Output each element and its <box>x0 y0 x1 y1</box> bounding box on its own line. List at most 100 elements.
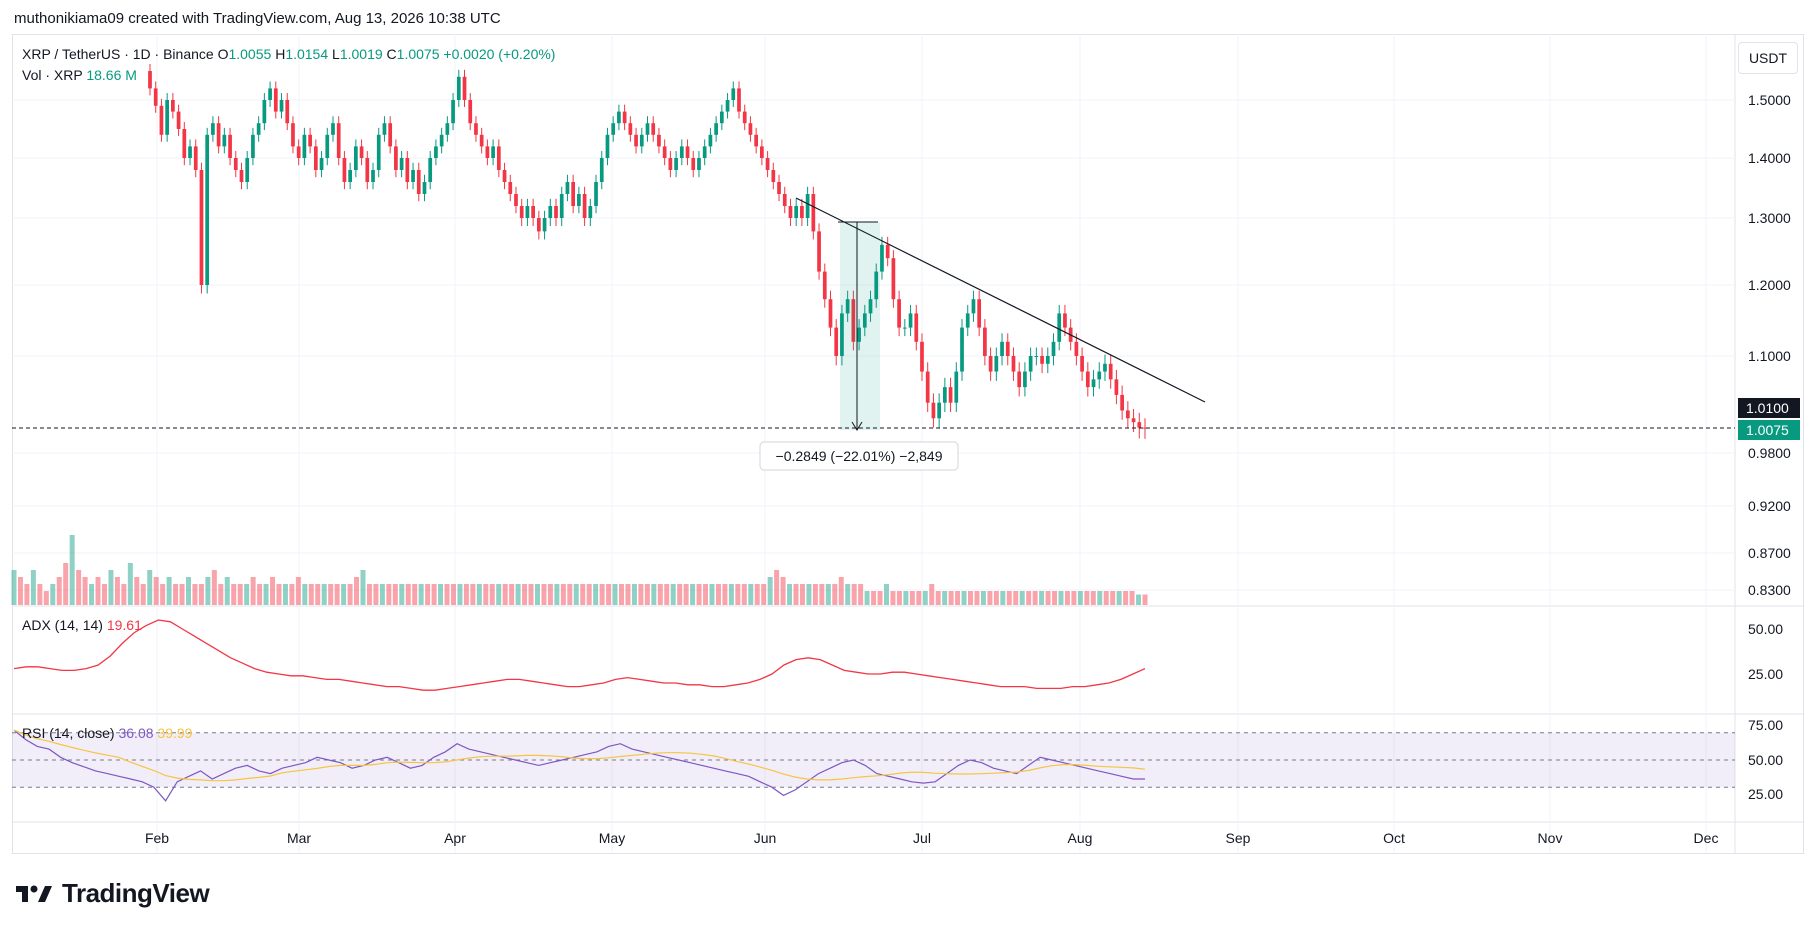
candle-body <box>451 100 455 124</box>
candle-body <box>502 170 507 182</box>
candle-body <box>605 134 610 158</box>
candle-body <box>262 100 267 124</box>
candle-body <box>485 146 490 158</box>
candle-body <box>874 271 879 300</box>
volume-bar <box>741 584 747 605</box>
volume-bar <box>1032 591 1038 605</box>
volume-bar <box>812 584 818 605</box>
volume-bar <box>1123 591 1129 605</box>
candle-body <box>662 146 667 158</box>
volume-bar <box>515 584 521 605</box>
volume-bar <box>903 591 909 605</box>
volume-label[interactable]: Vol · XRP <box>22 67 83 83</box>
symbol-label[interactable]: XRP / TetherUS · 1D · Binance <box>22 46 214 62</box>
volume-bar <box>877 591 883 605</box>
candle-body <box>828 299 833 328</box>
measure-label: −0.2849 (−22.01%) −2,849 <box>776 448 943 464</box>
x-tick-label: May <box>599 830 625 846</box>
volume-bar <box>185 577 191 605</box>
volume-bar <box>373 584 379 605</box>
candle-body <box>577 194 581 206</box>
candle-body <box>834 327 839 356</box>
volume-bar <box>631 584 637 605</box>
volume-bar <box>166 577 172 605</box>
price-tick-label: 1.4000 <box>1748 150 1791 166</box>
price-tick-label: 0.8300 <box>1748 582 1791 598</box>
candle-body <box>548 206 553 218</box>
candle-body <box>359 146 364 158</box>
candle-body <box>456 76 461 100</box>
candle-body <box>702 146 707 158</box>
x-tick-label: Oct <box>1383 830 1405 846</box>
volume-bar <box>825 584 831 605</box>
volume-bar <box>858 584 864 605</box>
x-tick-label: Dec <box>1694 830 1719 846</box>
candle-body <box>685 146 690 158</box>
candle-body <box>737 88 741 112</box>
volume-bar <box>121 584 127 605</box>
candle-body <box>313 146 318 170</box>
volume-bar <box>1026 591 1032 605</box>
low-label: L <box>332 46 340 62</box>
rsi-label[interactable]: RSI (14, close) <box>22 725 115 741</box>
descending-trendline[interactable] <box>795 197 1206 403</box>
last-price-label: 1.0075 <box>1746 422 1789 438</box>
candle-body <box>697 158 701 170</box>
volume-bar <box>450 584 456 605</box>
candle-body <box>994 356 999 372</box>
volume-bar <box>321 584 327 605</box>
x-tick-label: Jul <box>913 830 931 846</box>
volume-bar <box>1136 594 1142 605</box>
candle-body <box>1051 341 1056 356</box>
volume-bar <box>483 584 489 605</box>
candle-body <box>399 158 404 170</box>
volume-bar <box>438 584 444 605</box>
volume-bar <box>476 584 482 605</box>
volume-bar <box>774 570 780 605</box>
volume-bar <box>606 584 612 605</box>
volume-bar <box>11 570 17 605</box>
currency-button[interactable]: USDT <box>1738 42 1798 74</box>
candle-body <box>554 206 558 218</box>
candle-body <box>691 158 696 170</box>
candle-body <box>496 146 501 170</box>
volume-bar <box>160 584 166 605</box>
x-tick-label: Nov <box>1538 830 1563 846</box>
measure-range[interactable] <box>840 222 880 430</box>
candle-body <box>1143 427 1147 429</box>
candle-body <box>519 206 524 218</box>
volume-bar <box>1071 591 1077 605</box>
candle-body <box>199 170 204 285</box>
chart-frame[interactable] <box>12 34 1804 854</box>
volume-bar <box>754 584 760 605</box>
candle-body <box>622 111 627 124</box>
volume-bar <box>696 584 702 605</box>
candle-body <box>1017 371 1022 388</box>
volume-bar <box>586 584 592 605</box>
volume-bar <box>43 591 49 605</box>
candle-body <box>708 134 713 147</box>
volume-bar <box>63 563 69 605</box>
candle-body <box>1085 371 1090 388</box>
volume-bar <box>341 584 347 605</box>
candle-body <box>988 356 993 372</box>
adx-label[interactable]: ADX (14, 14) <box>22 617 103 633</box>
candle-body <box>840 313 844 356</box>
volume-bar <box>922 591 928 605</box>
candle-body <box>342 158 347 182</box>
volume-bar <box>560 584 566 605</box>
volume-bar <box>728 584 734 605</box>
volume-bar <box>179 584 185 605</box>
volume-bar <box>76 570 82 605</box>
volume-bar <box>1077 591 1083 605</box>
tradingview-footer[interactable]: TradingView <box>14 878 210 909</box>
volume-bar <box>619 584 625 605</box>
candle-body <box>525 206 530 218</box>
volume-bar <box>735 584 741 605</box>
candle-body <box>880 244 884 272</box>
candle-body <box>914 313 919 342</box>
volume-bar <box>489 584 495 605</box>
candle-body <box>845 299 850 314</box>
candle-body <box>668 158 673 170</box>
